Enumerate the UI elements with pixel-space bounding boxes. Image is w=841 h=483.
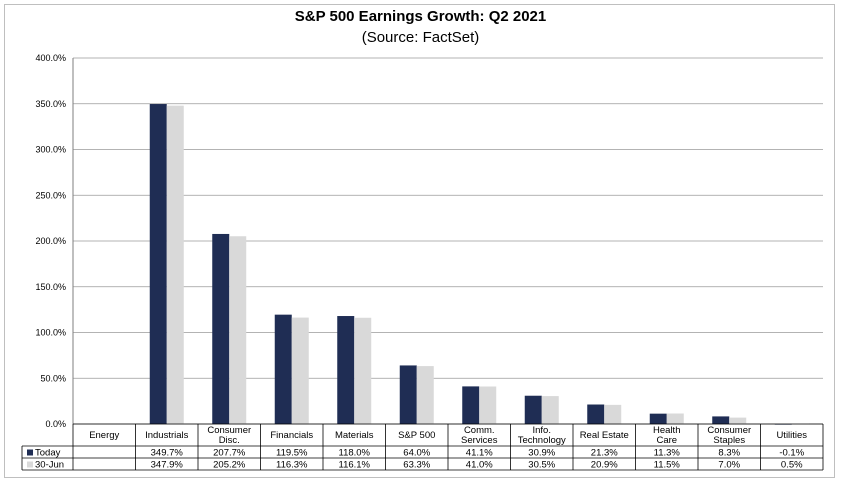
bar-30-jun [416, 366, 434, 424]
y-tick-label: 300.0% [35, 145, 66, 155]
legend-swatch-30-jun [27, 461, 33, 468]
table-value: 11.5% [654, 460, 681, 471]
chart-frame [4, 4, 835, 478]
y-tick-label: 50.0% [40, 373, 66, 383]
bar-today [274, 314, 292, 424]
bar-today [587, 404, 605, 424]
bar-today [399, 365, 417, 424]
table-value: 205.2% [213, 460, 246, 471]
category-label: S&P 500 [398, 430, 435, 441]
category-label: Real Estate [580, 430, 629, 441]
table-value: 116.3% [276, 460, 308, 471]
bar-30-jun [666, 413, 684, 424]
category-label: Utilities [776, 430, 807, 441]
y-tick-label: 350.0% [35, 99, 66, 109]
chart-subtitle: (Source: FactSet) [361, 29, 480, 46]
table-value: 63.3% [403, 460, 430, 471]
category-label: Materials [335, 430, 374, 441]
table-value: 119.5% [276, 448, 308, 459]
y-tick-label: 0.0% [45, 419, 66, 429]
table-value: 7.0% [718, 460, 740, 471]
bar-today [712, 416, 730, 424]
category-label: Info. [533, 425, 552, 436]
table-value: 347.9% [151, 460, 184, 471]
y-tick-label: 200.0% [35, 236, 66, 246]
category-label: Consumer [207, 425, 251, 436]
bar-today [337, 316, 355, 424]
category-label: Comm. [464, 425, 495, 436]
table-value: 20.9% [591, 460, 618, 471]
category-label: Disc. [219, 435, 240, 446]
table-value: 64.0% [403, 448, 430, 459]
bar-today [649, 413, 667, 424]
bar-today [212, 233, 230, 424]
bar-30-jun [541, 396, 559, 424]
y-tick-label: 400.0% [35, 53, 66, 63]
category-label: Energy [89, 430, 119, 441]
table-value: 11.3% [654, 448, 681, 459]
category-label: Industrials [145, 430, 189, 441]
bar-today [149, 104, 167, 424]
category-label: Staples [713, 435, 745, 446]
legend-label: 30-Jun [35, 460, 64, 471]
legend-label: Today [35, 448, 61, 459]
bar-30-jun [479, 386, 497, 424]
table-value: 118.0% [338, 448, 370, 459]
category-label: Services [461, 435, 498, 446]
category-label: Health [653, 425, 680, 436]
table-value: 349.7% [151, 448, 184, 459]
table-value: -0.1% [779, 448, 804, 459]
category-label: Consumer [707, 425, 751, 436]
bar-30-jun [354, 317, 372, 424]
table-value: 21.3% [591, 448, 618, 459]
bar-today [462, 386, 480, 424]
category-label: Financials [270, 430, 313, 441]
legend-swatch-today [27, 449, 33, 456]
table-value: 0.5% [781, 460, 803, 471]
table-value: 8.3% [718, 448, 740, 459]
table-value: 41.1% [466, 448, 493, 459]
bar-30-jun [166, 105, 184, 424]
bar-30-jun [604, 404, 622, 424]
table-value: 41.0% [466, 460, 493, 471]
y-tick-label: 250.0% [35, 190, 66, 200]
chart-title: S&P 500 Earnings Growth: Q2 2021 [294, 8, 547, 25]
category-label: Technology [518, 435, 566, 446]
table-value: 30.9% [528, 448, 555, 459]
bar-30-jun [291, 317, 309, 424]
bar-30-jun [229, 236, 247, 424]
category-label: Care [656, 435, 677, 446]
bar-today [524, 395, 542, 424]
table-value: 116.1% [338, 460, 370, 471]
table-value: 30.5% [528, 460, 555, 471]
y-tick-label: 150.0% [35, 282, 66, 292]
table-value: 207.7% [213, 448, 246, 459]
y-tick-label: 100.0% [35, 328, 66, 338]
bar-30-jun [729, 417, 747, 424]
